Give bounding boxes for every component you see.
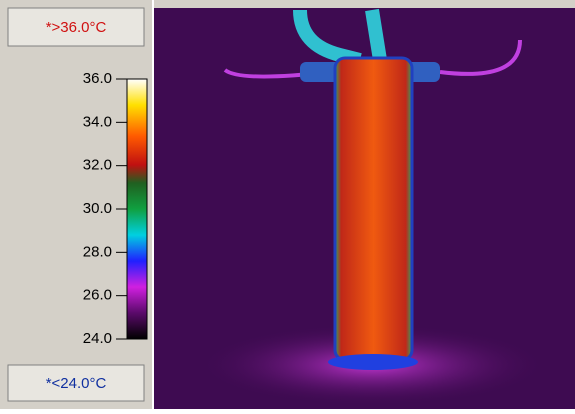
- thermal-image: [153, 8, 575, 409]
- top-label: *>36.0°C: [46, 19, 107, 36]
- divider: [152, 0, 154, 409]
- viewer-canvas: *>36.0°C *<24.0°C 24.0 26.0 28.0 30.0 32.0 34…: [0, 0, 575, 409]
- bottom-label: *<24.0°C: [46, 375, 107, 392]
- scale-ticks: 24.0 26.0 28.0 30.0 32.0 34.0 36.0: [83, 70, 127, 347]
- tick-label: 36.0: [83, 70, 112, 87]
- thermal-viewer: *>36.0°C *<24.0°C 24.0 26.0 28.0 30.0 32.0 34…: [0, 0, 575, 409]
- color-bar: [127, 79, 147, 339]
- tick-label: 34.0: [83, 113, 112, 130]
- tick-label: 32.0: [83, 157, 112, 174]
- tick-label: 26.0: [83, 287, 112, 304]
- tick-label: 30.0: [83, 200, 112, 217]
- tick-label: 24.0: [83, 330, 112, 347]
- tick-label: 28.0: [83, 243, 112, 260]
